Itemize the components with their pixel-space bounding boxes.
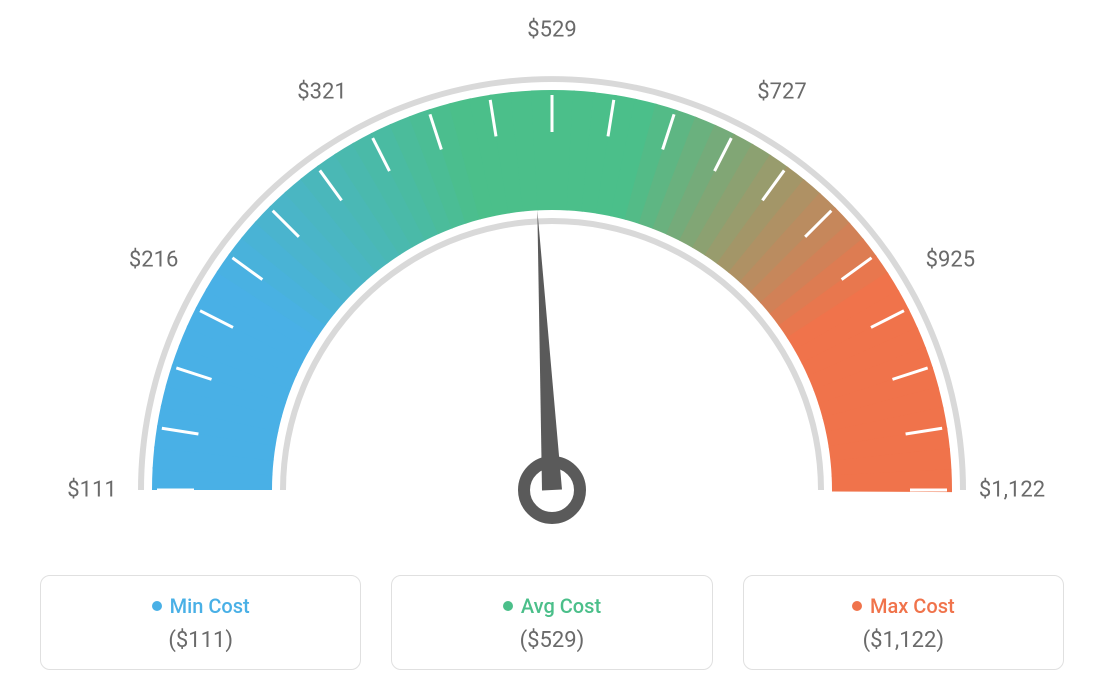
gauge-tick-label: $216 — [129, 248, 178, 273]
avg-cost-title: Avg Cost — [503, 594, 601, 618]
avg-cost-card: Avg Cost ($529) — [391, 575, 712, 670]
avg-cost-label: Avg Cost — [521, 594, 601, 618]
min-cost-title: Min Cost — [152, 594, 250, 618]
max-cost-value: ($1,122) — [754, 628, 1053, 653]
gauge-tick-label: $529 — [527, 18, 576, 43]
gauge-tick-label: $727 — [757, 79, 806, 104]
max-cost-card: Max Cost ($1,122) — [743, 575, 1064, 670]
gauge-tick-label: $111 — [67, 478, 116, 503]
gauge-chart: $111 $216 $321 $529 $727 $925 $1,122 — [0, 0, 1104, 560]
max-cost-label: Max Cost — [870, 594, 955, 618]
summary-cards: Min Cost ($111) Avg Cost ($529) Max Cost… — [40, 575, 1064, 670]
avg-dot-icon — [503, 601, 513, 611]
gauge-tick-label: $925 — [926, 248, 975, 273]
min-cost-card: Min Cost ($111) — [40, 575, 361, 670]
gauge-tick-label: $1,122 — [979, 478, 1045, 503]
gauge-tick-label: $321 — [297, 79, 346, 104]
min-dot-icon — [152, 601, 162, 611]
max-cost-title: Max Cost — [852, 594, 955, 618]
min-cost-value: ($111) — [51, 628, 350, 653]
min-cost-label: Min Cost — [170, 594, 250, 618]
avg-cost-value: ($529) — [402, 628, 701, 653]
max-dot-icon — [852, 601, 862, 611]
gauge-svg — [0, 0, 1104, 560]
